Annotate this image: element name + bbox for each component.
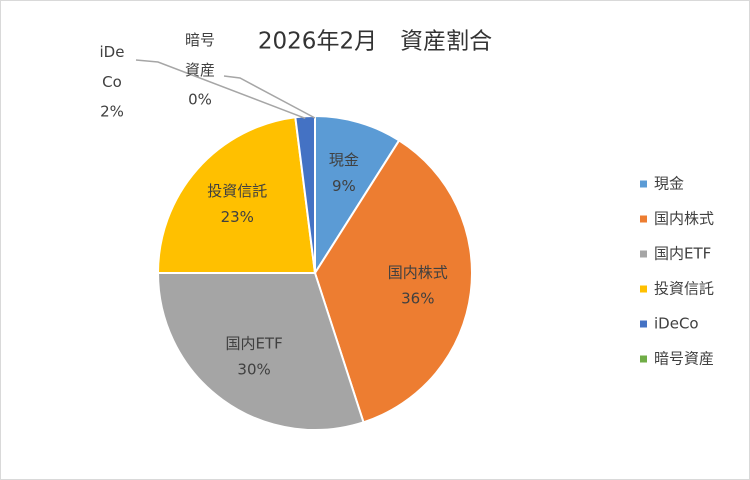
legend-label: iDeCo bbox=[654, 315, 699, 333]
pie-slice bbox=[313, 139, 473, 424]
slice-category-label: 現金 bbox=[329, 151, 359, 169]
slice-value-label: 2% bbox=[100, 103, 124, 121]
legend-marker bbox=[640, 250, 647, 258]
slice-category-label: 国内株式 bbox=[388, 263, 448, 281]
legend-label: 現金 bbox=[654, 175, 684, 193]
pie-slice bbox=[156, 116, 317, 274]
legend-label: 国内株式 bbox=[654, 210, 714, 228]
slice-value-label: 23% bbox=[221, 208, 254, 226]
legend-label: 国内ETF bbox=[654, 245, 711, 263]
slice-value-label: 30% bbox=[237, 360, 270, 378]
slices bbox=[156, 114, 473, 431]
pie-slice bbox=[156, 272, 365, 431]
legend-label: 暗号資産 bbox=[654, 350, 714, 368]
leader-line bbox=[135, 59, 306, 120]
slice-value-label: 9% bbox=[332, 177, 356, 195]
slice-category-label: 国内ETF bbox=[225, 334, 282, 352]
slice-category-label: 暗号資産 bbox=[185, 31, 215, 79]
pie-slice bbox=[314, 114, 401, 277]
legend-marker bbox=[640, 285, 647, 293]
slice-value-label: 36% bbox=[401, 289, 434, 307]
legend-marker bbox=[640, 215, 647, 223]
legend-marker bbox=[640, 320, 647, 328]
labels: 現金 9% 国内株式 36% 国内ETF 30% 投資信託 23% iDe Co 2% 暗号資産 0% bbox=[100, 31, 448, 379]
legend-marker bbox=[640, 355, 647, 363]
leader-line bbox=[223, 75, 316, 119]
chart-title: 2026年2月 資産割合 bbox=[258, 29, 492, 55]
slice-category-label: iDe Co bbox=[100, 43, 125, 91]
slice-value-label: 0% bbox=[188, 91, 212, 109]
slice-category-label: 投資信託 bbox=[207, 182, 267, 200]
legend-marker bbox=[640, 180, 647, 188]
legend-label: 投資信託 bbox=[654, 280, 714, 298]
